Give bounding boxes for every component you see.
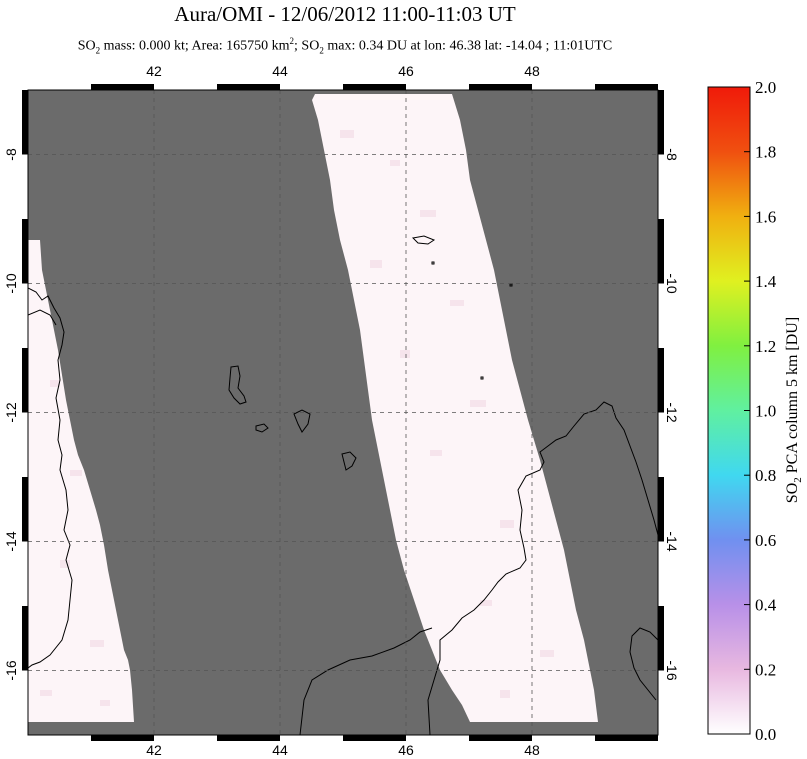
islet-1 — [431, 261, 435, 265]
colorbar-label-1: 0.2 — [755, 660, 776, 679]
svg-text:SO2 PCA column 5 km [DU]: SO2 PCA column 5 km [DU] — [784, 317, 804, 503]
colorbar-title-sub: 2 — [792, 477, 804, 483]
lat-tick-left-0: -8 — [3, 148, 19, 161]
swath-texture — [40, 130, 554, 706]
island-anjouan — [293, 409, 311, 433]
lon-tick-top-0: 42 — [146, 63, 162, 79]
colorbar-label-4: 0.8 — [755, 466, 776, 485]
frame-bar-left--14 — [22, 477, 28, 542]
colorbar-label-0: 0.0 — [755, 725, 776, 744]
frame-bar-bottom-47 — [469, 735, 532, 741]
islet-2 — [509, 283, 513, 287]
frame-bar-right--8 — [658, 90, 664, 155]
colorbar-label-3: 0.6 — [755, 531, 776, 550]
coast-madagascar-southeast — [629, 627, 658, 701]
frame-ticks — [22, 84, 664, 741]
map-grid — [28, 90, 658, 735]
frame-bar-top-49 — [595, 84, 658, 90]
frame-bar-top-45 — [343, 84, 406, 90]
subtitle-sub: 2 — [95, 45, 101, 56]
island-glorieuses — [411, 235, 436, 245]
frame-bar-right--14 — [658, 477, 664, 542]
colorbar-label-2: 0.4 — [755, 596, 777, 615]
colorbar-label-10: 2.0 — [755, 78, 776, 97]
lon-tick-top-3: 48 — [524, 63, 540, 79]
frame-bar-top-41 — [91, 84, 154, 90]
colorbar-title-a: SO — [784, 483, 801, 503]
map-subtitle: SO2 mass: 0.000 kt; Area: 165750 km2; SO… — [0, 36, 690, 55]
lon-tick-bottom-2: 46 — [398, 742, 414, 758]
lat-tick-left-4: -16 — [3, 660, 19, 680]
lon-tick-top-2: 46 — [398, 63, 414, 79]
islet-3 — [480, 376, 484, 380]
frame-bar-right--16 — [658, 606, 664, 671]
colorbar-label-7: 1.4 — [755, 272, 777, 291]
colorbar — [707, 86, 751, 735]
colorbar-label-5: 1.0 — [755, 402, 776, 421]
lat-tick-left-2: -12 — [3, 402, 19, 422]
subtitle-sub-2: 2 — [319, 45, 324, 56]
lon-tick-top-1: 44 — [272, 63, 288, 79]
lat-tick-right-0: -8 — [664, 148, 680, 161]
subtitle-mass: mass: 0.000 kt; Area: 165750 km — [100, 38, 290, 54]
lat-tick-right-2: -12 — [664, 402, 680, 422]
subtitle-max: max: 0.34 DU at lon: 46.38 lat: -14.04 ;… — [323, 38, 613, 54]
tick-labels: 42 42 44 44 46 46 48 48 -8 -8 -10 -10 -12 -12 -14 -14 -1… — [3, 63, 680, 758]
frame-bar-top-43 — [217, 84, 280, 90]
swath-left — [28, 240, 134, 722]
colorbar-label-9: 1.8 — [755, 143, 776, 162]
frame-bar-top-47 — [469, 84, 532, 90]
frame-bar-right--12 — [658, 348, 664, 413]
frame-bar-left--10 — [22, 219, 28, 284]
frame-bar-left--16 — [22, 606, 28, 671]
colorbar-title-b: PCA column 5 km [DU] — [784, 317, 801, 477]
lat-tick-right-3: -14 — [664, 531, 680, 551]
frame-bar-right--10 — [658, 219, 664, 284]
coast-madagascar — [427, 401, 658, 735]
colorbar-label-6: 1.2 — [755, 337, 776, 356]
frame-bar-left--8 — [22, 90, 28, 155]
frame-bar-bottom-41 — [91, 735, 154, 741]
lon-tick-bottom-0: 42 — [146, 742, 162, 758]
frame-bar-left--12 — [22, 348, 28, 413]
subtitle-sep: ; SO — [294, 38, 320, 54]
subtitle-sup: 2 — [289, 36, 295, 46]
swath-right — [312, 94, 598, 722]
lat-tick-right-1: -10 — [664, 273, 680, 293]
lon-tick-bottom-1: 44 — [272, 742, 288, 758]
colorbar-ticks: 0.0 0.2 0.4 0.6 0.8 1.0 1.2 1.4 1.6 1.8 2.0 — [744, 78, 777, 744]
lon-tick-bottom-3: 48 — [524, 742, 540, 758]
lat-tick-left-1: -10 — [3, 273, 19, 293]
island-moheli — [255, 423, 269, 433]
coast-africa-inner — [28, 309, 57, 326]
frame-bar-bottom-49 — [595, 735, 658, 741]
coast-madagascar-west — [299, 627, 433, 735]
coast-africa — [28, 287, 73, 669]
lat-tick-right-4: -16 — [664, 660, 680, 680]
colorbar-label-8: 1.6 — [755, 207, 776, 226]
colorbar-title: SO2 PCA column 5 km [DU] — [784, 317, 804, 503]
map-title: Aura/OMI - 12/06/2012 11:00-11:03 UT — [174, 2, 516, 26]
island-mayotte — [341, 451, 357, 471]
island-grande-comore — [228, 365, 247, 405]
subtitle-so2: SO — [77, 38, 96, 54]
lat-tick-left-3: -14 — [3, 531, 19, 551]
frame-bar-bottom-43 — [217, 735, 280, 741]
frame-bar-bottom-45 — [343, 735, 406, 741]
coastlines — [28, 235, 658, 735]
